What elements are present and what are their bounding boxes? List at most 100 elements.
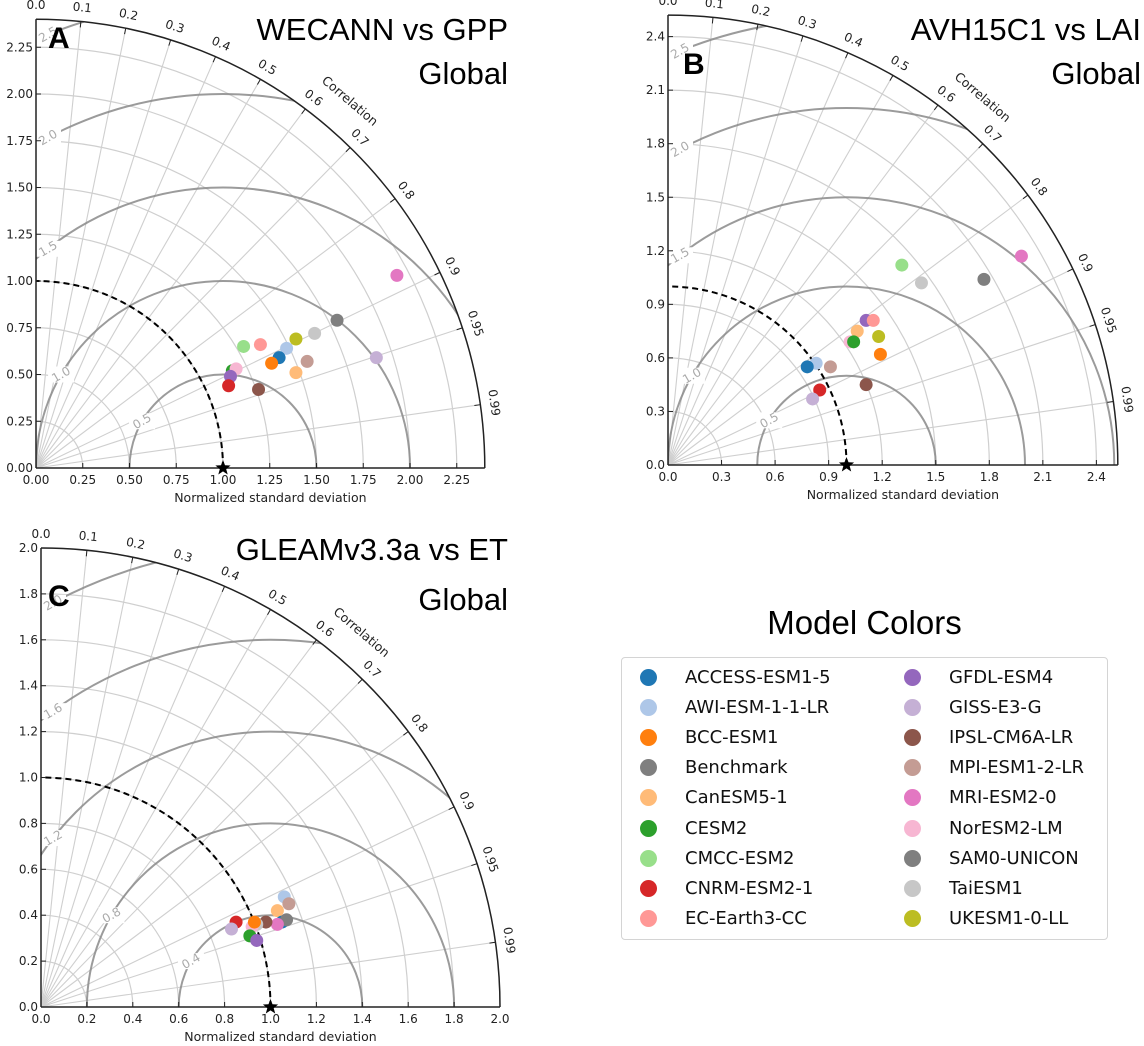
legend-label: AWI-ESM-1-1-LR — [685, 696, 830, 718]
point-ipsl-cm6a-lr — [859, 378, 873, 392]
chart-subtitle: Global — [1051, 56, 1141, 91]
legend-item: EC-Earth3-CC — [640, 906, 807, 932]
taylor-panel-c: 0.40.81.21.62.00.00.00.20.20.40.40.60.60… — [19, 527, 518, 1044]
legend-item: GISS-E3-G — [904, 694, 1042, 720]
legend-color-swatch — [640, 728, 657, 746]
outer-arc — [40, 547, 501, 1008]
corr-tick-label: 0.6 — [313, 617, 337, 640]
legend-color-swatch — [640, 759, 657, 777]
x-tick-label: 1.0 — [261, 1012, 280, 1026]
corr-gridline — [35, 198, 396, 469]
legend-label: GFDL-ESM4 — [949, 666, 1054, 688]
y-tick-label: 0.50 — [6, 368, 33, 382]
legend-item: AWI-ESM-1-1-LR — [640, 694, 829, 720]
std-gridline — [667, 196, 937, 466]
corr-tick-label: 0.99 — [1118, 385, 1136, 413]
y-tick-label: 1.50 — [6, 181, 33, 195]
legend-label: CESM2 — [685, 817, 748, 839]
corr-tick-label: 0.99 — [500, 926, 518, 954]
legend-color-swatch — [640, 698, 657, 716]
y-tick-label: 2.00 — [6, 87, 33, 101]
point-awi-esm-1-1-lr — [280, 341, 294, 355]
point-taiesm1 — [914, 276, 928, 290]
y-tick-label: 2.4 — [646, 30, 665, 44]
rms-contour — [36, 280, 411, 468]
point-cnrm-esm2-1 — [813, 383, 827, 397]
chart-title: AVH15C1 vs LAI — [911, 12, 1141, 47]
legend-label: SAM0-UNICON — [949, 847, 1079, 869]
point-sam0-unicon — [977, 272, 991, 286]
corr-gridline — [35, 404, 481, 469]
corr-gridline — [667, 52, 849, 466]
correlation-axis-label: Correlation — [952, 69, 1014, 125]
std-gridline — [40, 731, 317, 1008]
legend-item: TaiESM1 — [904, 875, 1023, 901]
panel-letter: A — [48, 22, 70, 55]
corr-tick-label: 0.4 — [219, 563, 242, 583]
point-mpi-esm1-2-lr — [300, 354, 314, 368]
std-gridline — [667, 250, 883, 466]
std-gridline — [667, 89, 1044, 466]
x-tick-label: 0.50 — [116, 473, 143, 487]
legend-label: CanESM5-1 — [685, 787, 788, 809]
point-mpi-esm1-2-lr — [823, 360, 837, 374]
legend-label: ACCESS-ESM1-5 — [685, 666, 831, 688]
std-gridline — [40, 685, 363, 1008]
chart-title: GLEAMv3.3a vs ET — [236, 532, 508, 567]
legend-label: NorESM2-LM — [949, 817, 1063, 839]
point-cmcc-esm2 — [237, 339, 251, 353]
x-axis-label: Normalized standard deviation — [184, 1029, 376, 1044]
corr-tick-label: 0.2 — [118, 6, 140, 24]
corr-tick-label: 0.99 — [485, 389, 503, 417]
rms-contour — [36, 93, 485, 468]
x-tick-label: 0.9 — [819, 470, 838, 484]
corr-gridline — [667, 194, 1029, 466]
x-tick-label: 0.6 — [169, 1012, 188, 1026]
legend-color-swatch — [904, 759, 921, 777]
legend-label: MRI-ESM2-0 — [949, 787, 1057, 809]
legend-label: Benchmark — [685, 757, 788, 779]
x-tick-label: 1.2 — [307, 1012, 326, 1026]
y-tick-label: 1.25 — [6, 227, 33, 241]
corr-tick-label: 0.6 — [934, 83, 958, 106]
corr-tick-label: 0.2 — [750, 2, 772, 20]
panel-letter: B — [683, 48, 705, 81]
point-giss-e3-g — [369, 351, 383, 365]
corr-tick-label: 0.7 — [360, 658, 383, 681]
corr-gridline — [35, 327, 463, 469]
y-tick-label: 0.6 — [19, 862, 38, 876]
corr-tick-label: 0.5 — [256, 56, 280, 78]
legend-color-swatch — [640, 789, 657, 807]
point-ipsl-cm6a-lr — [252, 382, 266, 396]
corr-tick-label: 0.8 — [1028, 175, 1051, 199]
x-tick-label: 2.25 — [443, 473, 470, 487]
point-giss-e3-g — [224, 922, 238, 936]
legend-label: UKESM1-0-LL — [949, 908, 1069, 930]
corr-tick-label: 0.6 — [302, 86, 326, 109]
x-tick-label: 0.6 — [766, 470, 785, 484]
legend-item: MPI-ESM1-2-LR — [904, 755, 1084, 781]
corr-tick-label: 0.7 — [348, 126, 371, 149]
legend-color-swatch — [640, 910, 657, 928]
y-tick-label: 2.25 — [6, 40, 33, 54]
chart-title: WECANN vs GPP — [257, 12, 508, 47]
reference-star-icon — [262, 999, 279, 1014]
corr-tick-label: 0.4 — [210, 34, 233, 54]
corr-tick-label: 0.1 — [78, 528, 98, 544]
corr-gridline — [35, 147, 351, 469]
x-tick-label: 0.0 — [658, 470, 677, 484]
legend-label: GISS-E3-G — [949, 696, 1042, 718]
std-gridline — [35, 327, 177, 469]
corr-tick-label: 0.2 — [125, 535, 147, 553]
point-mri-esm2-0 — [1014, 249, 1028, 263]
y-tick-label: 1.0 — [19, 771, 38, 785]
rms-contour — [177, 914, 364, 1007]
x-tick-label: 0.0 — [31, 1012, 50, 1026]
x-tick-label: 2.1 — [1033, 470, 1052, 484]
legend: ACCESS-ESM1-5 AWI-ESM-1-1-LR BCC-ESM1 Bench… — [621, 657, 1108, 940]
corr-gridline — [667, 401, 1114, 466]
legend-item: BCC-ESM1 — [640, 724, 778, 750]
rms-contour — [85, 822, 456, 1007]
y-tick-label: 0.0 — [646, 458, 665, 472]
point-taiesm1 — [308, 326, 322, 340]
